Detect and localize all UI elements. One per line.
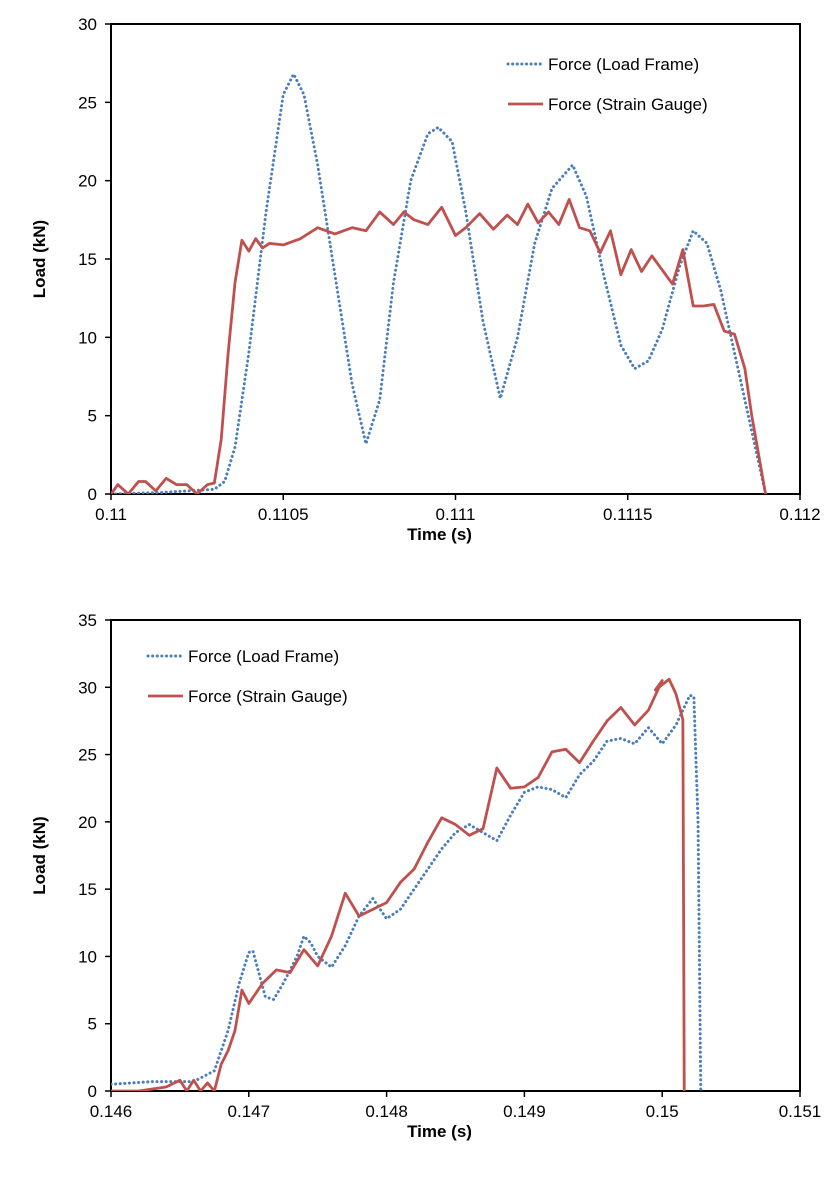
- y-tick-label: 35: [78, 611, 97, 630]
- x-tick-label: 0.11: [95, 505, 127, 524]
- legend-label: Force (Load Frame): [188, 647, 339, 666]
- x-tick-label: 0.147: [228, 1102, 271, 1121]
- x-tick-label: 0.1115: [603, 505, 652, 524]
- y-tick-label: 5: [88, 407, 97, 426]
- x-tick-label: 0.151: [779, 1102, 822, 1121]
- legend: Force (Load Frame) Force (Strain Gauge): [146, 647, 348, 706]
- y-tick-label: 15: [78, 880, 97, 899]
- x-tick-label: 0.112: [779, 505, 820, 524]
- y-tick-label: 5: [88, 1015, 97, 1034]
- series-strain-gauge-line: [111, 677, 686, 1091]
- y-tick-label: 10: [78, 947, 97, 966]
- y-tick-label: 30: [78, 15, 97, 34]
- series-layer: [111, 677, 703, 1091]
- x-tick-label: 0.149: [503, 1102, 546, 1121]
- chart-bottom: 0.146 0.147 0.148 0.149 0.15 0.151 0 5 10 15 20 25 3…: [30, 611, 821, 1141]
- y-tick-label: 30: [78, 678, 97, 697]
- y-axis-title: Load (kN): [30, 220, 49, 298]
- y-axis-title: Load (kN): [30, 816, 49, 894]
- x-tick-label: 0.15: [646, 1102, 679, 1121]
- series-strain-gauge-line: [111, 198, 767, 494]
- legend: Force (Load Frame) Force (Strain Gauge): [506, 55, 708, 114]
- x-tick-label: 0.111: [435, 505, 475, 524]
- legend-label: Force (Strain Gauge): [188, 687, 348, 706]
- series-load-frame-line: [111, 693, 703, 1091]
- y-tick-label: 25: [78, 93, 97, 112]
- x-tick-label: 0.146: [90, 1102, 133, 1121]
- x-axis-title: Time (s): [407, 1122, 472, 1141]
- y-tick-label: 0: [88, 1082, 97, 1101]
- y-tick-label: 10: [78, 328, 97, 347]
- legend-label: Force (Strain Gauge): [548, 95, 708, 114]
- x-axis-title: Time (s): [407, 525, 472, 544]
- y-tick-label: 15: [78, 250, 97, 269]
- series-load-frame-line: [111, 72, 768, 494]
- y-tick-label: 25: [78, 746, 97, 765]
- chart-top: 0.11 0.1105 0.111 0.1115 0.112 0 5 10 15 20 25 30 Ti…: [30, 15, 821, 544]
- y-tick-label: 0: [88, 485, 97, 504]
- x-tick-label: 0.1105: [258, 505, 309, 524]
- y-tick-label: 20: [78, 172, 97, 191]
- y-tick-label: 20: [78, 813, 97, 832]
- series-layer: [111, 72, 768, 494]
- x-tick-label: 0.148: [365, 1102, 408, 1121]
- legend-label: Force (Load Frame): [548, 55, 699, 74]
